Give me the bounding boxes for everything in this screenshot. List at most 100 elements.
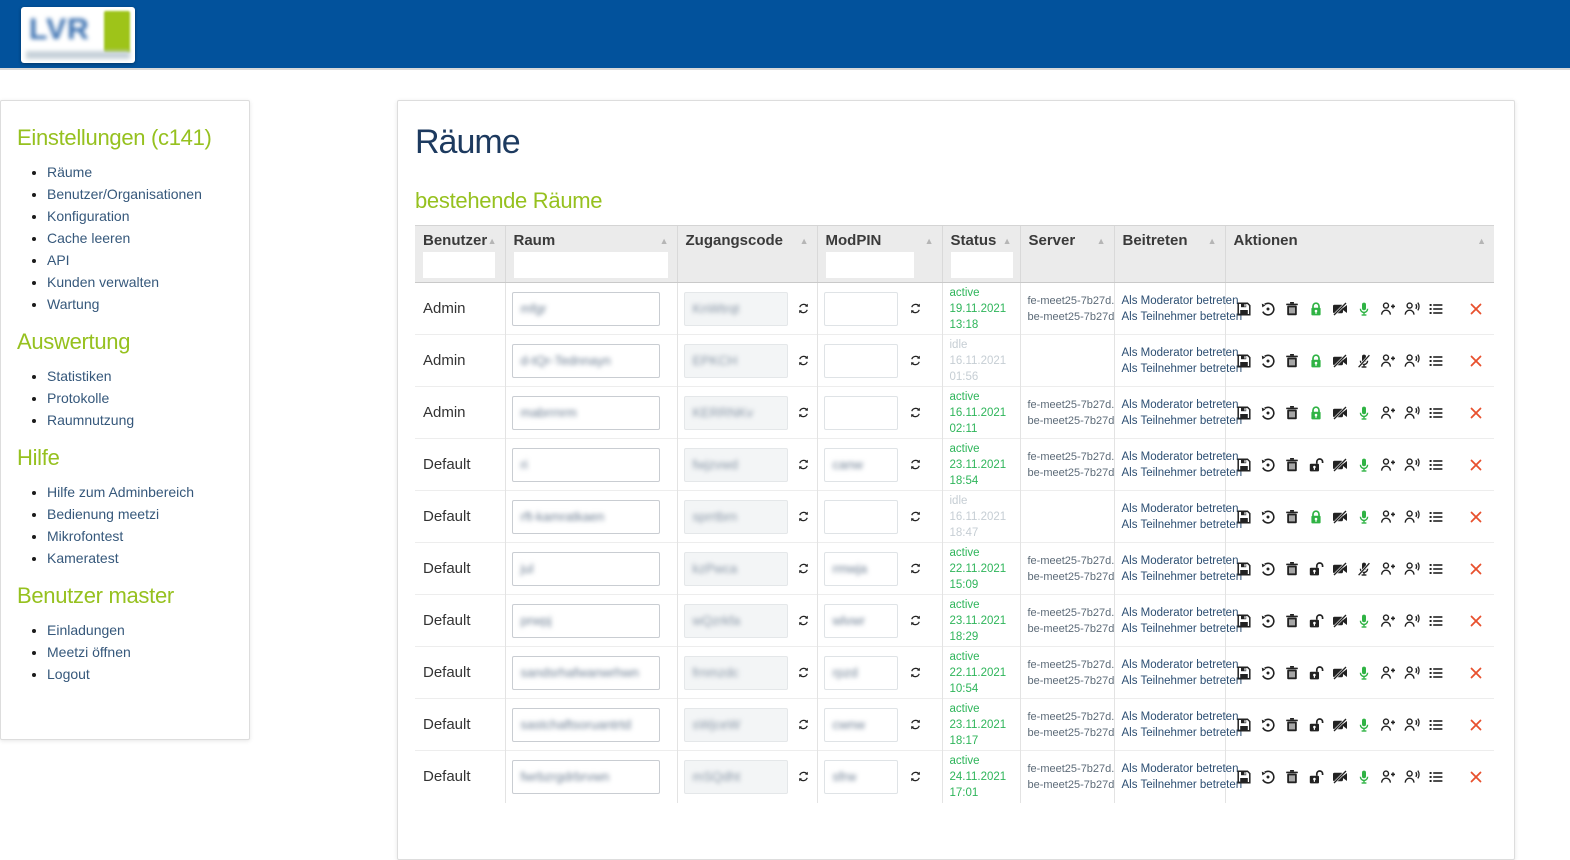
camera-off-icon[interactable] bbox=[1332, 665, 1348, 681]
camera-off-icon[interactable] bbox=[1332, 353, 1348, 369]
column-header-benutzer[interactable]: Benutzer ▲ bbox=[415, 225, 505, 283]
sidebar-item-cache-leeren[interactable]: Cache leeren bbox=[47, 227, 233, 249]
modpin-input[interactable]: cwnw bbox=[823, 707, 898, 742]
regenerate-code-icon[interactable] bbox=[797, 614, 810, 627]
delete-icon[interactable] bbox=[1284, 613, 1300, 629]
camera-off-icon[interactable] bbox=[1332, 405, 1348, 421]
access-code-box[interactable]: wQzrkfa bbox=[683, 603, 788, 638]
access-code-box[interactable]: fwjzvwd bbox=[683, 447, 788, 482]
sidebar-item-meetzi-oeffnen[interactable]: Meetzi öffnen bbox=[47, 641, 233, 663]
lock-open-icon[interactable] bbox=[1308, 457, 1324, 473]
save-icon[interactable] bbox=[1236, 561, 1252, 577]
add-user-icon[interactable] bbox=[1380, 457, 1396, 473]
join-as-participant-link[interactable]: Als Teilnehmer betreten bbox=[1121, 778, 1243, 791]
delete-icon[interactable] bbox=[1284, 457, 1300, 473]
details-list-icon[interactable] bbox=[1428, 301, 1444, 317]
add-user-icon[interactable] bbox=[1380, 353, 1396, 369]
lock-closed-icon[interactable] bbox=[1308, 353, 1324, 369]
regenerate-modpin-icon[interactable] bbox=[909, 614, 922, 627]
details-list-icon[interactable] bbox=[1428, 717, 1444, 733]
details-list-icon[interactable] bbox=[1428, 769, 1444, 785]
sidebar-item-kunden-verwalten[interactable]: Kunden verwalten bbox=[47, 271, 233, 293]
microphone-off-icon[interactable] bbox=[1356, 353, 1372, 369]
user-sound-icon[interactable] bbox=[1404, 717, 1420, 733]
regenerate-modpin-icon[interactable] bbox=[909, 354, 922, 367]
delete-icon[interactable] bbox=[1284, 509, 1300, 525]
camera-off-icon[interactable] bbox=[1332, 457, 1348, 473]
delete-icon[interactable] bbox=[1284, 353, 1300, 369]
details-list-icon[interactable] bbox=[1428, 405, 1444, 421]
room-name-input[interactable]: sastchaftsoruantrtd bbox=[511, 707, 660, 742]
details-list-icon[interactable] bbox=[1428, 457, 1444, 473]
lock-closed-icon[interactable] bbox=[1308, 405, 1324, 421]
details-list-icon[interactable] bbox=[1428, 613, 1444, 629]
join-as-moderator-link[interactable]: Als Moderator betreten bbox=[1121, 554, 1239, 567]
details-list-icon[interactable] bbox=[1428, 561, 1444, 577]
add-user-icon[interactable] bbox=[1380, 561, 1396, 577]
microphone-on-icon[interactable] bbox=[1356, 613, 1372, 629]
lock-open-icon[interactable] bbox=[1308, 561, 1324, 577]
filter-benutzer-input[interactable] bbox=[423, 252, 495, 278]
lock-open-icon[interactable] bbox=[1308, 717, 1324, 733]
join-as-participant-link[interactable]: Als Teilnehmer betreten bbox=[1121, 570, 1243, 583]
regenerate-code-icon[interactable] bbox=[797, 354, 810, 367]
modpin-input[interactable]: canw bbox=[823, 447, 898, 482]
delete-icon[interactable] bbox=[1284, 665, 1300, 681]
save-icon[interactable] bbox=[1236, 665, 1252, 681]
sort-arrow-icon[interactable]: ▲ bbox=[1096, 235, 1106, 246]
join-as-participant-link[interactable]: Als Teilnehmer betreten bbox=[1121, 674, 1243, 687]
remove-room-icon[interactable] bbox=[1468, 665, 1484, 681]
delete-icon[interactable] bbox=[1284, 405, 1300, 421]
remove-room-icon[interactable] bbox=[1468, 457, 1484, 473]
join-as-moderator-link[interactable]: Als Moderator betreten bbox=[1121, 346, 1239, 359]
regenerate-code-icon[interactable] bbox=[797, 406, 810, 419]
room-name-input[interactable]: ri bbox=[511, 447, 660, 482]
regenerate-code-icon[interactable] bbox=[797, 458, 810, 471]
regenerate-code-icon[interactable] bbox=[797, 770, 810, 783]
user-sound-icon[interactable] bbox=[1404, 769, 1420, 785]
regenerate-modpin-icon[interactable] bbox=[909, 718, 922, 731]
details-list-icon[interactable] bbox=[1428, 509, 1444, 525]
sidebar-item-api[interactable]: API bbox=[47, 249, 233, 271]
join-as-participant-link[interactable]: Als Teilnehmer betreten bbox=[1121, 414, 1243, 427]
join-as-moderator-link[interactable]: Als Moderator betreten bbox=[1121, 294, 1239, 307]
remove-room-icon[interactable] bbox=[1468, 405, 1484, 421]
column-header-raum[interactable]: Raum ▲ bbox=[504, 225, 677, 283]
details-list-icon[interactable] bbox=[1428, 665, 1444, 681]
column-header-server[interactable]: Server ▲ bbox=[1019, 225, 1114, 283]
join-as-moderator-link[interactable]: Als Moderator betreten bbox=[1121, 658, 1239, 671]
add-user-icon[interactable] bbox=[1380, 405, 1396, 421]
sidebar-item-konfiguration[interactable]: Konfiguration bbox=[47, 205, 233, 227]
filter-modpin-input[interactable] bbox=[825, 252, 914, 278]
microphone-off-icon[interactable] bbox=[1356, 561, 1372, 577]
camera-off-icon[interactable] bbox=[1332, 717, 1348, 733]
access-code-box[interactable]: frnmzdc bbox=[683, 655, 788, 690]
lock-closed-icon[interactable] bbox=[1308, 301, 1324, 317]
modpin-input[interactable]: sfrw bbox=[823, 759, 898, 794]
room-name-input[interactable]: d-tQr-Tednnayn bbox=[511, 343, 660, 378]
access-code-box[interactable]: KnWtrqt bbox=[683, 291, 788, 326]
regenerate-modpin-icon[interactable] bbox=[909, 770, 922, 783]
user-sound-icon[interactable] bbox=[1404, 457, 1420, 473]
delete-icon[interactable] bbox=[1284, 301, 1300, 317]
save-icon[interactable] bbox=[1236, 769, 1252, 785]
sidebar-item-hilfe-adminbereich[interactable]: Hilfe zum Adminbereich bbox=[47, 481, 233, 503]
sort-arrow-icon[interactable]: ▲ bbox=[1002, 235, 1012, 246]
join-as-moderator-link[interactable]: Als Moderator betreten bbox=[1121, 606, 1239, 619]
join-as-moderator-link[interactable]: Als Moderator betreten bbox=[1121, 502, 1239, 515]
regenerate-modpin-icon[interactable] bbox=[909, 666, 922, 679]
regenerate-modpin-icon[interactable] bbox=[909, 302, 922, 315]
filter-raum-input[interactable] bbox=[513, 252, 668, 278]
sidebar-item-einladungen[interactable]: Einladungen bbox=[47, 619, 233, 641]
delete-icon[interactable] bbox=[1284, 717, 1300, 733]
room-name-input[interactable]: jul bbox=[511, 551, 660, 586]
remove-room-icon[interactable] bbox=[1468, 509, 1484, 525]
join-as-participant-link[interactable]: Als Teilnehmer betreten bbox=[1121, 518, 1243, 531]
sort-arrow-icon[interactable]: ▲ bbox=[924, 235, 934, 246]
join-as-participant-link[interactable]: Als Teilnehmer betreten bbox=[1121, 362, 1243, 375]
regenerate-code-icon[interactable] bbox=[797, 718, 810, 731]
join-as-participant-link[interactable]: Als Teilnehmer betreten bbox=[1121, 466, 1243, 479]
lock-open-icon[interactable] bbox=[1308, 665, 1324, 681]
regenerate-modpin-icon[interactable] bbox=[909, 562, 922, 575]
access-code-box[interactable]: sWjceW bbox=[683, 707, 788, 742]
